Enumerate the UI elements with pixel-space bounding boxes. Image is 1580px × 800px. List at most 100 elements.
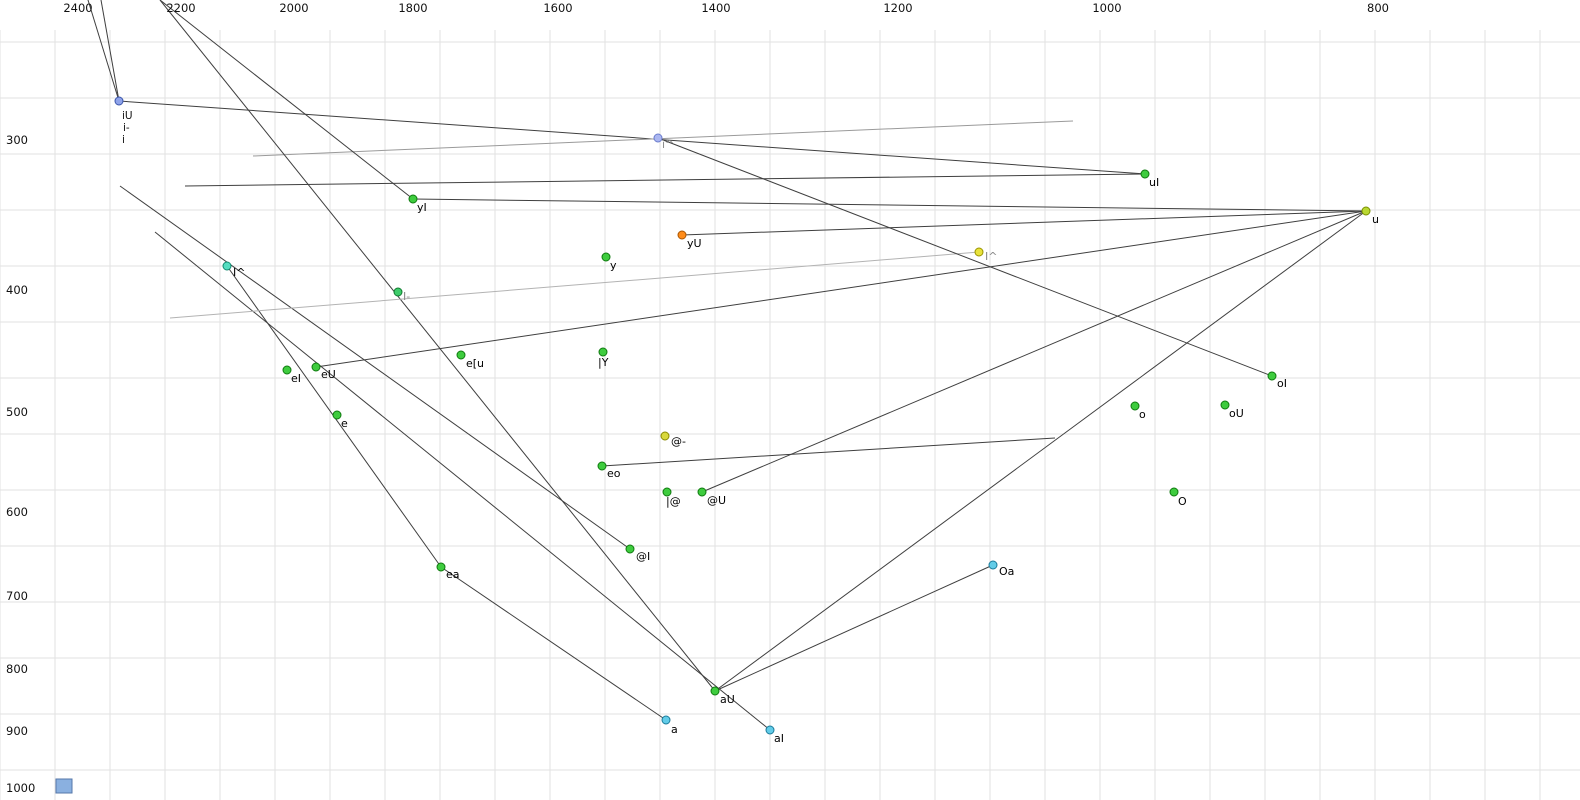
vowel-point-e-17[interactable]: [332, 410, 342, 420]
vowel-label-aI-28: aI: [774, 732, 784, 745]
vowel-label-I_-9: I-: [403, 290, 410, 303]
vowel-label-__-20: |@: [666, 495, 681, 508]
vowel-label-aU-26: aU: [720, 693, 735, 706]
vowel-point-O-22[interactable]: [1169, 487, 1179, 497]
trajectory-line-16: [701, 210, 1367, 493]
trajectory-line-17: [315, 210, 1367, 368]
trajectory-line-8: [154, 231, 771, 731]
vowel-point-i-0[interactable]: [114, 96, 124, 106]
trajectory-line-15: [601, 437, 1056, 467]
vowel-label-y-7: y: [610, 259, 617, 272]
trajectory-line-12: [681, 210, 1367, 236]
y-tick-400: 400: [6, 283, 28, 297]
stacked-label-1: i-: [123, 122, 130, 134]
vowel-label-Oa-24: Oa: [999, 565, 1014, 578]
y-tick-900: 900: [6, 724, 28, 738]
corner-marker[interactable]: [55, 778, 73, 794]
trajectory-line-0: [87, 0, 120, 102]
x-tick-1000: 1000: [1092, 1, 1121, 15]
x-axis-ticks: 2400 2200 2000 1800 1600 1400 1200 1000 800: [63, 1, 1389, 15]
y-tick-1000: 1000: [6, 781, 35, 795]
y-tick-500: 500: [6, 405, 28, 419]
vowel-point-ea-25[interactable]: [436, 562, 446, 572]
vowel-point-__-18[interactable]: [660, 431, 670, 441]
y-tick-800: 800: [6, 662, 28, 676]
trajectory-line-18: [657, 137, 1273, 377]
x-tick-1800: 1800: [398, 1, 427, 15]
trajectory-line-11: [169, 251, 980, 319]
vowel-point-eo-19[interactable]: [597, 461, 607, 471]
x-tick-2200: 2200: [166, 1, 195, 15]
y-axis-ticks: 300 400 500 600 700 800 900 1000: [6, 133, 35, 795]
trajectory-line-14: [714, 564, 994, 692]
vowel-label-eI-13: eI: [291, 372, 301, 385]
vowel-label-oI-14: oI: [1277, 377, 1287, 390]
vowel-point-__-20[interactable]: [662, 487, 672, 497]
vowel-label-e_u-11: e[u: [466, 357, 484, 370]
vowel-point-eI-13[interactable]: [282, 365, 292, 375]
vowel-point-y-7[interactable]: [601, 252, 611, 262]
vowel-point-yU-5[interactable]: [677, 230, 687, 240]
vowel-label-yU-5: yU: [687, 237, 702, 250]
vowel-point-_U-21[interactable]: [697, 487, 707, 497]
trajectory-line-7: [159, 0, 716, 692]
y-tick-300: 300: [6, 133, 28, 147]
vowel-point-I_-9[interactable]: [393, 287, 403, 297]
vowel-point-oU-15[interactable]: [1220, 400, 1230, 410]
vowel-label-O-22: O: [1178, 495, 1187, 508]
vowel-point-oI-14[interactable]: [1267, 371, 1277, 381]
x-tick-2400: 2400: [63, 1, 92, 15]
vowel-label-i_-1: i^: [662, 138, 674, 151]
vowel-label-_U-21: @U: [707, 494, 726, 507]
vowel-point-eU-12[interactable]: [311, 362, 321, 372]
x-tick-1200: 1200: [883, 1, 912, 15]
trajectory-line-9: [119, 185, 631, 550]
vowel-point-e_u-11[interactable]: [456, 350, 466, 360]
trajectory-line-4: [184, 173, 1146, 187]
vowel-point-_Y-10[interactable]: [598, 347, 608, 357]
trajectory-line-6: [159, 0, 414, 200]
trajectory-lines: [87, 0, 1367, 731]
vowel-label-ea-25: ea: [446, 568, 460, 581]
grid-lines: [0, 30, 1580, 800]
vowel-label-oU-15: oU: [1229, 407, 1244, 420]
vowel-label-o-16: o: [1139, 408, 1146, 421]
vowel-label-a-27: a: [671, 723, 678, 736]
stacked-label-2: i: [122, 134, 125, 146]
vowel-label-_I-23: @I: [636, 550, 650, 563]
x-tick-800: 800: [1367, 1, 1389, 15]
vowel-point-Oa-24[interactable]: [988, 560, 998, 570]
vowel-label-eU-12: eU: [321, 368, 336, 381]
trajectory-line-5: [412, 198, 1367, 212]
vowel-label-I_-8: I^: [233, 266, 245, 279]
stacked-point-labels: iUi-i: [122, 110, 133, 146]
x-tick-1600: 1600: [543, 1, 572, 15]
vowel-point-i_-1[interactable]: [653, 133, 663, 143]
vowel-point-a-27[interactable]: [661, 715, 671, 725]
vowel-point-uI-2[interactable]: [1140, 169, 1150, 179]
trajectory-line-2: [118, 100, 1146, 175]
vowel-label-yI-3: yI: [417, 201, 427, 214]
vowel-point-u-4[interactable]: [1361, 206, 1371, 216]
vowel-label-I_-6: I^: [985, 250, 997, 263]
x-tick-1400: 1400: [701, 1, 730, 15]
vowel-point-I_-8[interactable]: [222, 261, 232, 271]
vowel-label-uI-2: uI: [1149, 176, 1159, 189]
y-tick-600: 600: [6, 505, 28, 519]
trajectory-line-19: [440, 566, 667, 721]
vowel-points: i^ uI yI u yU I^ y I^ I- |Y e[u eU eI oI oU o e @- eo |@ @U O…: [114, 96, 1379, 745]
y-tick-700: 700: [6, 589, 28, 603]
vowel-point-o-16[interactable]: [1130, 401, 1140, 411]
vowel-point-I_-6[interactable]: [974, 247, 984, 257]
vowel-label-_Y-10: |Y: [598, 356, 609, 369]
vowel-point-_I-23[interactable]: [625, 544, 635, 554]
vowel-label-e-17: e: [341, 417, 348, 430]
vowel-point-yI-3[interactable]: [408, 194, 418, 204]
x-tick-2000: 2000: [279, 1, 308, 15]
vowel-label-__-18: @-: [671, 435, 686, 448]
vowel-point-aI-28[interactable]: [765, 725, 775, 735]
vowel-point-aU-26[interactable]: [710, 686, 720, 696]
vowel-label-u-4: u: [1372, 213, 1379, 226]
